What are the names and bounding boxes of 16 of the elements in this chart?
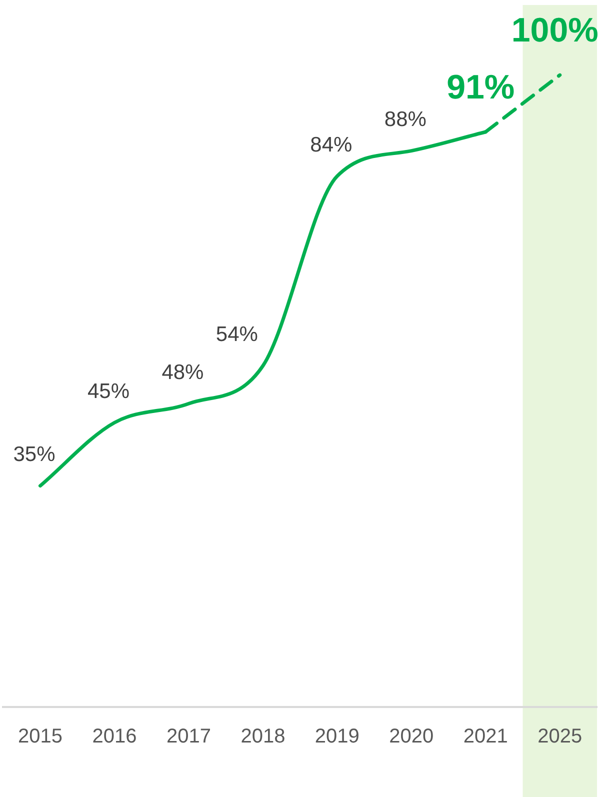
x-tick-label: 2021	[463, 726, 508, 748]
data-label: 84%	[310, 133, 352, 156]
data-label: 48%	[162, 360, 204, 384]
data-label: 88%	[384, 108, 426, 132]
data-label: 35%	[13, 443, 56, 466]
data-label: 91%	[446, 68, 515, 106]
x-tick-label: 2015	[18, 726, 62, 748]
data-label: 54%	[216, 323, 258, 346]
x-tick-label: 2018	[240, 726, 286, 748]
data-label: 45%	[87, 380, 130, 403]
x-tick-label: 2020	[389, 726, 434, 748]
x-tick-label: 2019	[314, 726, 360, 748]
data-label: 100%	[511, 11, 598, 50]
x-tick-label: 2025	[538, 726, 582, 748]
x-tick-label: 2016	[92, 726, 137, 748]
x-tick-label: 2017	[166, 726, 211, 748]
